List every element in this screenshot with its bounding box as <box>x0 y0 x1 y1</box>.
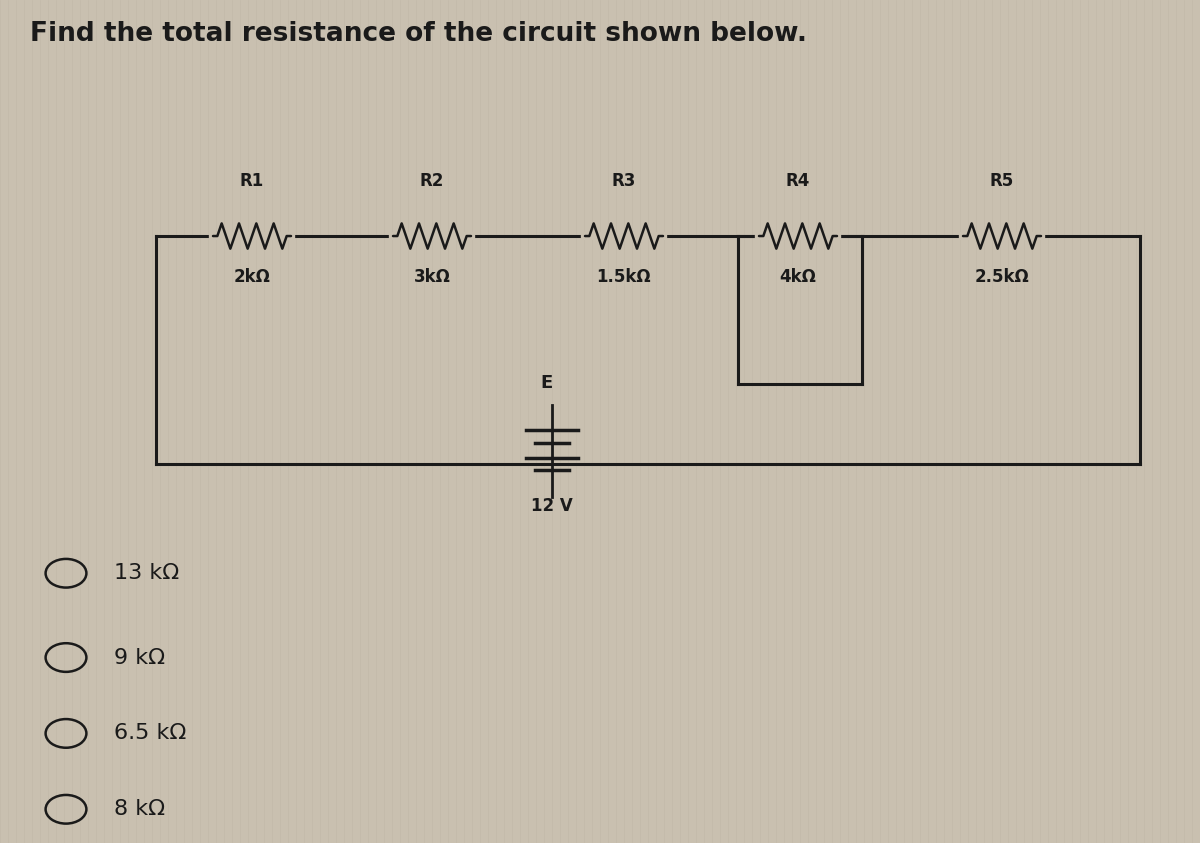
Text: R2: R2 <box>420 172 444 190</box>
Text: Find the total resistance of the circuit shown below.: Find the total resistance of the circuit… <box>30 21 808 47</box>
Text: 8 kΩ: 8 kΩ <box>114 799 166 819</box>
Text: 12 V: 12 V <box>532 497 572 515</box>
Text: 1.5kΩ: 1.5kΩ <box>596 268 652 286</box>
Text: 6.5 kΩ: 6.5 kΩ <box>114 723 186 744</box>
Text: 13 kΩ: 13 kΩ <box>114 563 179 583</box>
Text: E: E <box>540 374 552 392</box>
Text: 2kΩ: 2kΩ <box>234 268 270 286</box>
Text: 2.5kΩ: 2.5kΩ <box>974 268 1030 286</box>
Text: R1: R1 <box>240 172 264 190</box>
Text: R5: R5 <box>990 172 1014 190</box>
Text: R3: R3 <box>612 172 636 190</box>
Text: 4kΩ: 4kΩ <box>780 268 816 286</box>
Text: 3kΩ: 3kΩ <box>414 268 450 286</box>
Text: R4: R4 <box>786 172 810 190</box>
Text: 9 kΩ: 9 kΩ <box>114 647 166 668</box>
